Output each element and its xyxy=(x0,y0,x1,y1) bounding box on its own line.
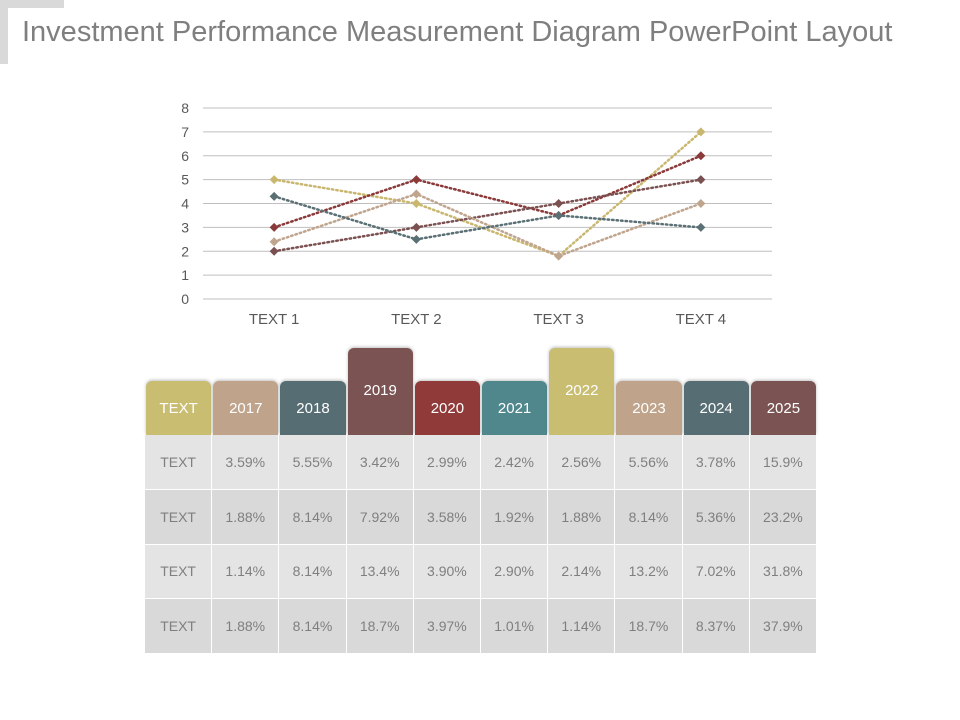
table-header-cell: 2024 xyxy=(683,381,749,435)
corner-bracket xyxy=(0,0,64,64)
table-header-cell: 2025 xyxy=(750,381,816,435)
x-axis-tick-labels: TEXT 1 TEXT 2 TEXT 3 TEXT 4 xyxy=(249,311,726,328)
y-tick-label: 3 xyxy=(181,219,189,235)
x-tick-label: TEXT 3 xyxy=(533,311,584,328)
table-cell: 2.42% xyxy=(481,435,549,490)
data-point-marker xyxy=(411,189,421,199)
data-point-marker xyxy=(269,175,279,185)
data-point-marker xyxy=(411,234,421,244)
table-cell: 5.36% xyxy=(682,489,750,545)
x-tick-label: TEXT 1 xyxy=(249,311,300,328)
data-point-marker xyxy=(269,237,279,247)
table-cell: 3.78% xyxy=(682,435,750,490)
table-cell: TEXT xyxy=(145,599,213,654)
table-cell: 1.88% xyxy=(212,489,280,545)
data-point-marker xyxy=(696,175,706,185)
x-tick-label: TEXT 4 xyxy=(676,311,727,328)
table-cell: 1.01% xyxy=(481,599,549,654)
y-tick-label: 1 xyxy=(181,267,189,283)
table-cell: 3.90% xyxy=(413,544,481,600)
table-cell: 37.9% xyxy=(749,599,817,654)
performance-table: TEXT 2017 2018 2019 2020 2021 2022 2023 2024 2025… xyxy=(145,348,817,654)
data-point-marker xyxy=(696,151,706,161)
table-cell: 1.14% xyxy=(548,599,616,654)
series-line xyxy=(272,178,703,253)
data-point-marker xyxy=(696,199,706,208)
table-cell: 2.90% xyxy=(481,544,549,600)
table-header-cell: 2019 xyxy=(347,348,413,435)
data-point-marker xyxy=(411,222,421,232)
table-header-cell: 2017 xyxy=(213,381,279,435)
table-cell: TEXT xyxy=(145,489,213,545)
data-point-marker xyxy=(696,127,706,137)
series-4 xyxy=(269,189,706,261)
table-cell: 7.02% xyxy=(682,544,750,600)
table-cell: 23.2% xyxy=(749,489,817,545)
table-cell: 3.42% xyxy=(346,435,414,490)
line-chart: 0 1 2 3 4 5 6 7 8 TEXT 1 TEXT 2 TEXT 3 TEXT 4 xyxy=(181,100,772,328)
y-tick-label: 8 xyxy=(181,100,189,116)
table-cell: 8.14% xyxy=(615,489,683,545)
data-point-marker xyxy=(554,210,564,220)
table-cell: 8.37% xyxy=(682,599,750,654)
table-cell: 1.88% xyxy=(548,489,616,545)
data-point-marker xyxy=(554,199,564,208)
data-point-marker xyxy=(696,222,706,232)
series-line xyxy=(272,192,703,258)
table-cell: 8.14% xyxy=(279,489,347,545)
data-point-marker xyxy=(269,222,279,232)
table-cell: TEXT xyxy=(145,544,213,600)
table-cell: 8.14% xyxy=(279,599,347,654)
table-cell: 15.9% xyxy=(749,435,817,490)
table-cell: 31.8% xyxy=(749,544,817,600)
table-cell: 7.92% xyxy=(346,489,414,545)
series-line xyxy=(272,195,703,241)
table-cell: TEXT xyxy=(145,435,213,490)
table-cell: 5.56% xyxy=(615,435,683,490)
chart-series xyxy=(269,127,706,261)
table-cell: 2.56% xyxy=(548,435,616,490)
table-header-cell: 2020 xyxy=(414,381,480,435)
series-line xyxy=(272,130,703,258)
table-cell: 1.88% xyxy=(212,599,280,654)
table-header-cell: 2021 xyxy=(482,381,548,435)
data-point-marker xyxy=(269,246,279,256)
table-header-cell: 2018 xyxy=(280,381,346,435)
series-1 xyxy=(269,127,706,261)
data-point-marker xyxy=(554,251,564,261)
table-cell: 3.59% xyxy=(212,435,280,490)
table-cell: 13.2% xyxy=(615,544,683,600)
y-axis-tick-labels: 0 1 2 3 4 5 6 7 8 xyxy=(181,100,189,307)
table-header-cell: 2022 xyxy=(549,348,615,435)
table-header-cell: 2023 xyxy=(616,381,682,435)
table-header-cell: TEXT xyxy=(146,381,212,435)
table-cell: 2.99% xyxy=(413,435,481,490)
series-line xyxy=(272,154,703,229)
series-5 xyxy=(269,191,706,244)
table-cell: 3.97% xyxy=(413,599,481,654)
table-cell: 1.14% xyxy=(212,544,280,600)
chart-gridlines xyxy=(203,107,772,300)
y-tick-label: 0 xyxy=(181,291,189,307)
table-cell: 2.14% xyxy=(548,544,616,600)
y-tick-label: 2 xyxy=(181,243,189,259)
data-point-marker xyxy=(411,175,421,185)
series-2 xyxy=(269,151,706,232)
table-cell: 1.92% xyxy=(481,489,549,545)
data-point-marker xyxy=(411,199,421,208)
y-tick-label: 7 xyxy=(181,124,189,140)
table-cell: 5.55% xyxy=(279,435,347,490)
series-3 xyxy=(269,175,706,256)
table-cell: 18.7% xyxy=(346,599,414,654)
y-tick-label: 4 xyxy=(181,196,189,212)
table-cell: 3.58% xyxy=(413,489,481,545)
table-cell: 8.14% xyxy=(279,544,347,600)
y-tick-label: 6 xyxy=(181,148,189,164)
table-cell: 18.7% xyxy=(615,599,683,654)
table-cell: 13.4% xyxy=(346,544,414,600)
page-title: Investment Performance Measurement Diagr… xyxy=(22,16,893,48)
data-point-marker xyxy=(269,191,279,201)
y-tick-label: 5 xyxy=(181,172,189,188)
x-tick-label: TEXT 2 xyxy=(391,311,442,328)
